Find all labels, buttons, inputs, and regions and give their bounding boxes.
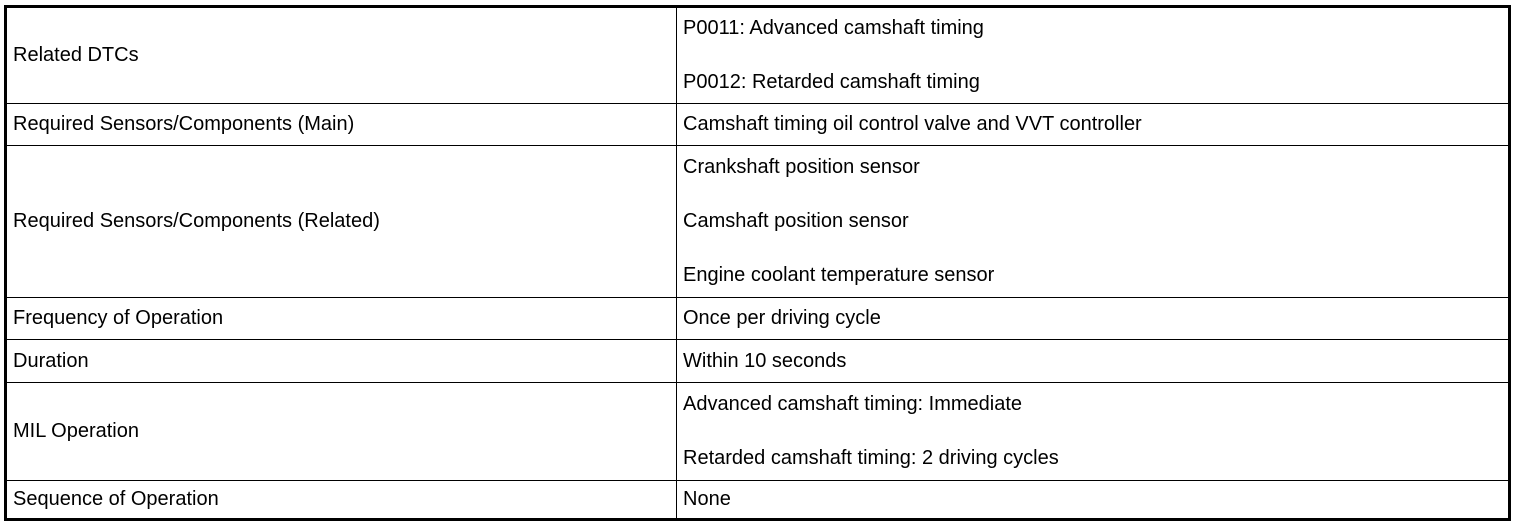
- row-value: Advanced camshaft timing: Immediate Reta…: [676, 382, 1510, 481]
- value-line: Advanced camshaft timing: Immediate: [683, 393, 1023, 415]
- monitor-description-table: Related DTCs P0011: Advanced camshaft ti…: [4, 5, 1511, 521]
- row-value: Within 10 seconds: [676, 339, 1510, 383]
- row-value: None: [676, 480, 1510, 520]
- table-row: Related DTCs P0011: Advanced camshaft ti…: [5, 6, 1510, 104]
- table-row: Duration Within 10 seconds: [5, 339, 1510, 383]
- row-value: Crankshaft position sensor Camshaft posi…: [676, 145, 1510, 298]
- row-value: P0011: Advanced camshaft timing P0012: R…: [676, 6, 1510, 104]
- value-line: Engine coolant temperature sensor: [683, 264, 995, 286]
- table-row: Required Sensors/Components (Main) Camsh…: [5, 103, 1510, 146]
- row-label: Required Sensors/Components (Main): [5, 103, 677, 146]
- value-line: Crankshaft position sensor: [683, 156, 920, 178]
- row-label: MIL Operation: [5, 382, 677, 481]
- value-line: P0011: Advanced camshaft timing: [683, 17, 984, 39]
- row-label: Frequency of Operation: [5, 297, 677, 340]
- row-value: Once per driving cycle: [676, 297, 1510, 340]
- row-value: Camshaft timing oil control valve and VV…: [676, 103, 1510, 146]
- table-row: Required Sensors/Components (Related) Cr…: [5, 145, 1510, 298]
- row-label: Related DTCs: [5, 6, 677, 104]
- value-line: P0012: Retarded camshaft timing: [683, 71, 980, 93]
- value-line: Retarded camshaft timing: 2 driving cycl…: [683, 447, 1059, 469]
- value-line: Camshaft position sensor: [683, 210, 909, 232]
- table-row: Frequency of Operation Once per driving …: [5, 297, 1510, 340]
- table-row: MIL Operation Advanced camshaft timing: …: [5, 382, 1510, 481]
- row-label: Sequence of Operation: [5, 480, 677, 520]
- table-row: Sequence of Operation None: [5, 480, 1510, 520]
- row-label: Duration: [5, 339, 677, 383]
- row-label: Required Sensors/Components (Related): [5, 145, 677, 298]
